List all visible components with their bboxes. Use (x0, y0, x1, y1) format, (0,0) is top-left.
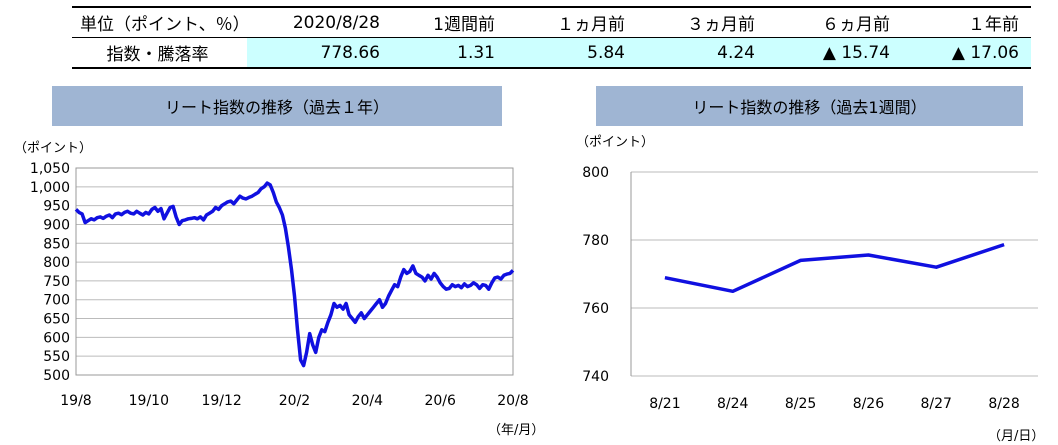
left-ylabel: （ポイント） (14, 141, 92, 156)
right-ylabel: （ポイント） (576, 135, 654, 150)
left-xtick-label: 20/6 (424, 393, 456, 409)
left-chart: 500 550 600 650 700 750 800 850 900 950 1,000 1,050… (30, 161, 529, 409)
value-3m: 4.24 (637, 37, 767, 69)
left-xtick-label: 19/12 (201, 393, 241, 409)
right-xlabel: （月/日） (988, 429, 1044, 444)
left-ytick-label: 500 (43, 368, 70, 384)
left-ytick-label: 750 (43, 274, 70, 290)
header-6m: ６ヵ月前 (767, 6, 902, 38)
left-ytick-label: 1,000 (30, 180, 70, 196)
summary-header-row: 単位（ポイント、％） 2020/8/28 1週間前 １ヵ月前 ３ヵ月前 ６ヵ月前… (72, 6, 1031, 38)
value-6m: ▲ 15.74 (767, 37, 902, 69)
right-xtick-label: 8/26 (853, 396, 885, 412)
value-current: 778.66 (247, 37, 392, 69)
right-xtick-label: 8/24 (717, 396, 749, 412)
left-xtick-label: 20/2 (279, 393, 310, 409)
left-ytick-label: 700 (43, 293, 70, 309)
left-ytick-label: 800 (43, 255, 70, 271)
left-series-line (74, 181, 515, 368)
summary-table: 単位（ポイント、％） 2020/8/28 1週間前 １ヵ月前 ３ヵ月前 ６ヵ月前… (72, 6, 1031, 69)
left-xtick-label: 19/8 (60, 393, 91, 409)
left-ytick-label: 1,050 (30, 161, 70, 177)
left-ytick-label: 850 (43, 236, 70, 252)
chart-title-1year: リート指数の推移（過去１年） (52, 86, 502, 126)
left-ytick-label: 550 (43, 349, 70, 365)
left-xtick-label: 20/8 (497, 393, 528, 409)
left-xlabel: （年/月） (488, 423, 544, 438)
header-1y: １年前 (902, 6, 1031, 38)
header-1w: 1週間前 (392, 6, 507, 38)
chart-title-1week: リート指数の推移（過去1週間） (596, 86, 1023, 126)
right-xtick-label: 8/28 (988, 396, 1019, 412)
left-xtick-label: 19/10 (129, 393, 169, 409)
left-plot-frame (75, 167, 514, 376)
value-1w: 1.31 (392, 37, 507, 69)
right-xtick-label: 8/25 (785, 396, 816, 412)
value-1m: 5.84 (507, 37, 637, 69)
left-ytick-label: 900 (43, 217, 70, 233)
right-ytick-label: 760 (582, 301, 609, 317)
unit-label: 単位（ポイント、％） (72, 6, 250, 38)
left-ytick-label: 600 (43, 330, 70, 346)
left-ytick-label: 950 (43, 199, 70, 215)
summary-values-row: 指数・騰落率 778.66 1.31 5.84 4.24 ▲ 15.74 ▲ 1… (72, 37, 1031, 69)
right-xtick-label: 8/27 (921, 396, 952, 412)
right-ytick-label: 740 (582, 369, 609, 385)
header-3m: ３ヵ月前 (637, 6, 767, 38)
value-1y: ▲ 17.06 (902, 37, 1031, 69)
right-ytick-label: 780 (582, 233, 609, 249)
right-xtick-label: 8/21 (649, 396, 680, 412)
header-1m: １ヵ月前 (507, 6, 637, 38)
right-ytick-label: 800 (582, 165, 609, 181)
header-date: 2020/8/28 (247, 6, 392, 38)
left-xtick-label: 20/4 (352, 393, 384, 409)
right-series-line (664, 242, 1005, 294)
row-label: 指数・騰落率 (72, 37, 247, 69)
right-chart: 740 760 780 800 8/21 8/24 8/25 8/26 8/27 8/28 (582, 165, 1038, 412)
left-ytick-label: 650 (43, 312, 70, 328)
